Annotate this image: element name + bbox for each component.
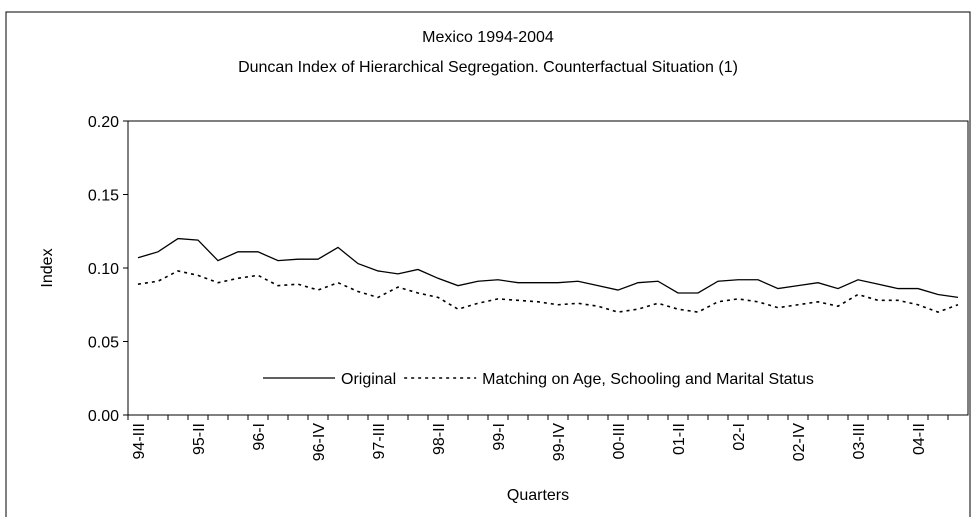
series-line	[137, 270, 959, 313]
chart-subtitle: Duncan Index of Hierarchical Segregation…	[238, 59, 738, 76]
x-tick-label: 99-I	[491, 423, 508, 451]
x-tick-label: 98-II	[431, 423, 448, 455]
y-axis-label: Index	[39, 248, 56, 287]
x-tick-label: 02-I	[731, 423, 748, 451]
x-tick-label: 95-II	[191, 423, 208, 455]
x-tick-label: 04-II	[911, 423, 928, 455]
y-tick-label: 0.15	[88, 188, 119, 205]
legend-label: Matching on Age, Schooling and Marital S…	[482, 371, 814, 388]
legend-label: Original	[341, 371, 396, 388]
chart-frame	[5, 11, 971, 517]
x-tick-label: 00-III	[611, 423, 628, 459]
x-tick-label: 97-III	[371, 423, 388, 459]
x-tick-label: 96-I	[251, 423, 268, 451]
chart-title: Mexico 1994-2004	[422, 29, 554, 46]
y-tick-label: 0.20	[88, 114, 119, 131]
x-tick-label: 02-IV	[791, 423, 808, 462]
x-axis-label: Quarters	[507, 487, 569, 504]
series-line	[137, 237, 959, 299]
y-tick-label: 0.10	[88, 261, 119, 278]
y-tick-label: 0.05	[88, 335, 119, 352]
x-tick-label: 01-II	[671, 423, 688, 455]
x-tick-label: 03-III	[851, 423, 868, 459]
x-tick-label: 99-IV	[551, 423, 568, 462]
y-tick-label: 0.00	[88, 408, 119, 425]
x-tick-label: 94-III	[131, 423, 148, 459]
x-tick-label: 96-IV	[311, 423, 328, 462]
